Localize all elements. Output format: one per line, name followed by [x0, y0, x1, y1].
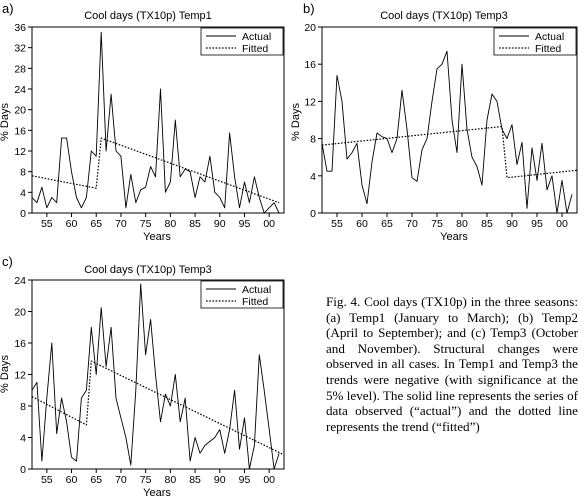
y-tick-label: 4 — [20, 187, 26, 199]
y-tick-label: 0 — [20, 208, 26, 220]
x-tick-label: 70 — [115, 218, 127, 230]
plot-frame — [31, 26, 285, 214]
series-fitted-line — [31, 137, 280, 204]
legend-box — [493, 27, 577, 56]
series-actual-line — [31, 283, 280, 470]
legend-box — [200, 27, 284, 56]
y-tick-label: 0 — [20, 464, 26, 476]
panel-a-xlabel: Years — [143, 231, 171, 243]
panel-a-title: Cool days (TX10p) Temp1 — [84, 10, 212, 22]
x-tick-label: 65 — [90, 218, 102, 230]
x-tick-label: 90 — [214, 474, 226, 486]
y-tick-label: 12 — [304, 96, 316, 108]
x-tick-label: 80 — [165, 218, 177, 230]
panel-b-xlabel: Years — [440, 231, 468, 243]
x-tick-label: 75 — [140, 474, 152, 486]
panel-b-title: Cool days (TX10p) Temp3 — [380, 10, 508, 22]
x-tick-label: 70 — [115, 474, 127, 486]
panel-c: c) Cool days (TX10p) Temp3 % Days Years … — [0, 254, 285, 499]
x-tick-label: 65 — [90, 474, 102, 486]
y-tick-label: 28 — [14, 63, 26, 75]
figure-caption: Fig. 4. Cool days (TX10p) in the three s… — [326, 294, 578, 434]
panel-b-plot: 0 4 8 12 16 20 55 60 65 70 75 80 85 90 95 00 ActualFitte… — [304, 22, 578, 230]
legend-label-actual: Actual — [242, 31, 271, 43]
x-tick-label: 80 — [165, 474, 177, 486]
y-tick-label: 12 — [14, 146, 26, 158]
panel-a: a) Cool days (TX10p) Temp1 % Days Years … — [0, 1, 285, 243]
panel-b: b) Cool days (TX10p) Temp3 % Days Years … — [290, 1, 578, 243]
x-tick-label: 85 — [481, 218, 493, 230]
legend-label-actual: Actual — [535, 31, 564, 43]
series-actual-line — [31, 31, 280, 214]
series-fitted-line — [321, 125, 578, 179]
panel-a-plot: 0 4 8 12 16 20 24 28 32 36 55 60 65 70 75 80 85 90 95 00 Act… — [14, 22, 285, 230]
y-tick-label: 8 — [310, 134, 316, 146]
y-tick-label: 20 — [14, 307, 26, 319]
y-tick-label: 24 — [14, 275, 26, 287]
y-tick-label: 16 — [14, 338, 26, 350]
x-tick-label: 90 — [214, 218, 226, 230]
panel-c-title: Cool days (TX10p) Temp3 — [84, 264, 212, 276]
y-tick-label: 4 — [310, 171, 316, 183]
x-tick-label: 60 — [66, 474, 78, 486]
panel-b-label: b) — [303, 1, 315, 16]
panel-c-ylabel: % Days — [0, 355, 11, 393]
x-tick-label: 55 — [41, 218, 53, 230]
x-tick-label: 95 — [239, 474, 251, 486]
x-tick-label: 00 — [263, 218, 275, 230]
x-tick-label: 85 — [189, 218, 201, 230]
panel-c-plot: 0 4 8 12 16 20 24 55 60 65 70 75 80 85 90 95 00 ActualFit… — [14, 275, 285, 486]
y-tick-label: 12 — [14, 370, 26, 382]
y-tick-label: 16 — [14, 125, 26, 137]
x-tick-label: 95 — [239, 218, 251, 230]
series-fitted-line — [31, 360, 285, 456]
x-tick-label: 90 — [506, 218, 518, 230]
x-tick-label: 60 — [66, 218, 78, 230]
y-tick-label: 32 — [14, 43, 26, 55]
y-tick-label: 8 — [20, 167, 26, 179]
legend-label-fitted: Fitted — [242, 296, 268, 308]
legend-label-actual: Actual — [242, 284, 271, 296]
panel-c-xlabel: Years — [143, 487, 171, 499]
y-tick-label: 4 — [20, 433, 26, 445]
panel-b-ylabel: % Days — [290, 103, 302, 141]
y-tick-label: 8 — [20, 401, 26, 413]
legend-label-fitted: Fitted — [535, 43, 561, 55]
x-tick-label: 00 — [263, 474, 275, 486]
panel-c-label: c) — [2, 254, 13, 269]
x-tick-label: 75 — [140, 218, 152, 230]
plot-frame — [321, 26, 578, 214]
x-tick-label: 00 — [556, 218, 568, 230]
y-tick-label: 24 — [14, 84, 26, 96]
x-tick-label: 70 — [406, 218, 418, 230]
y-tick-label: 16 — [304, 59, 316, 71]
x-tick-label: 60 — [356, 218, 368, 230]
x-tick-label: 55 — [41, 474, 53, 486]
x-tick-label: 85 — [189, 474, 201, 486]
x-tick-label: 95 — [531, 218, 543, 230]
y-tick-label: 36 — [14, 22, 26, 34]
panel-a-ylabel: % Days — [0, 103, 11, 141]
panel-a-label: a) — [2, 1, 14, 16]
x-tick-label: 55 — [331, 218, 343, 230]
y-tick-label: 0 — [310, 208, 316, 220]
legend-label-fitted: Fitted — [242, 43, 268, 55]
x-tick-label: 75 — [431, 218, 443, 230]
y-tick-label: 20 — [14, 105, 26, 117]
x-tick-label: 80 — [456, 218, 468, 230]
legend-box — [200, 280, 284, 309]
series-actual-line — [321, 50, 573, 214]
x-tick-label: 65 — [381, 218, 393, 230]
y-tick-label: 20 — [304, 22, 316, 34]
